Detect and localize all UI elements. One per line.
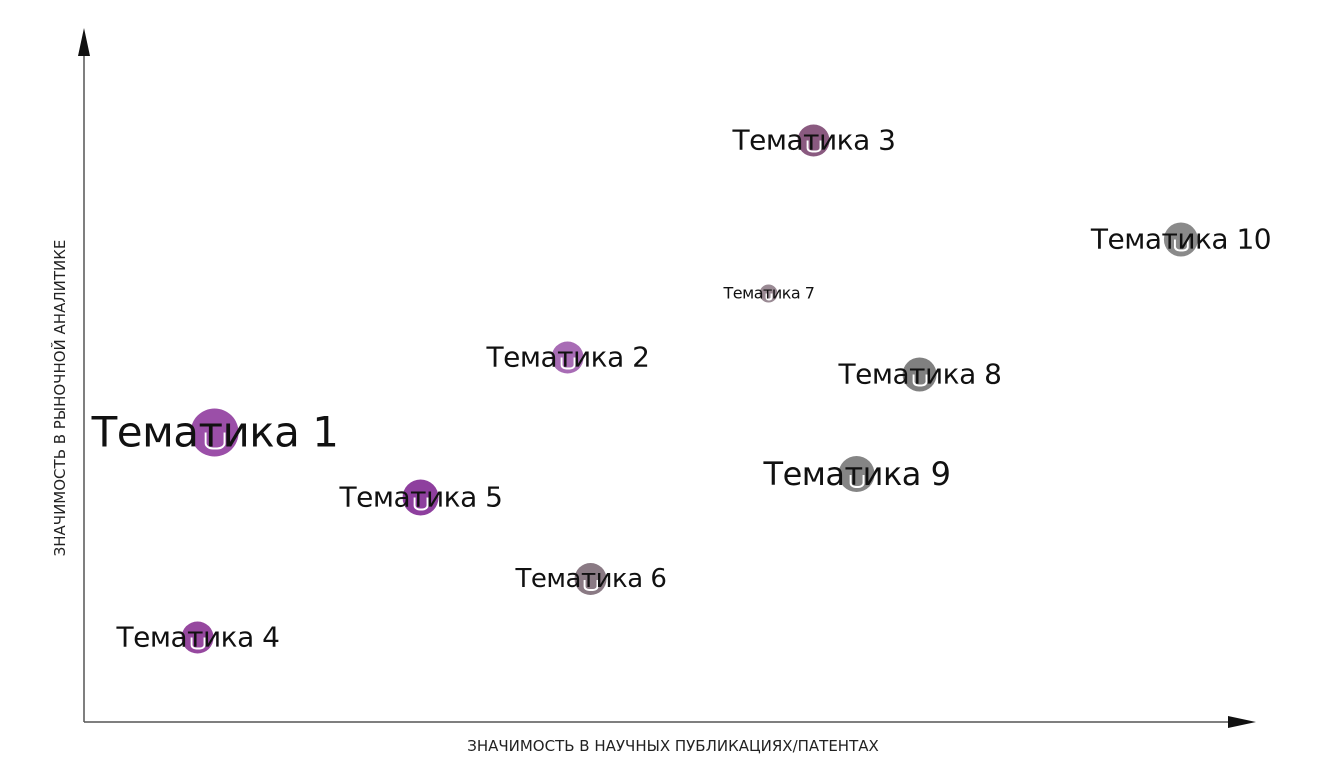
topic-9: Тематика 9 — [764, 455, 951, 493]
topic-5: Тематика 5 — [339, 479, 503, 515]
topic-label: Тематика 5 — [339, 480, 503, 514]
topic-label: Тематика 9 — [763, 455, 951, 493]
y-axis-label: ЗНАЧИМОСТЬ В РЫНОЧНОЙ АНАЛИТИКЕ — [51, 239, 69, 557]
topic-label: Тематика 4 — [116, 620, 280, 654]
topic-8: Тематика 8 — [838, 357, 1002, 391]
topic-bubble-icon — [759, 284, 778, 302]
topic-label: Тематика 2 — [486, 340, 650, 374]
x-axis-label: ЗНАЧИМОСТЬ В НАУЧНЫХ ПУБЛИКАЦИЯХ/ПАТЕНТА… — [467, 737, 879, 755]
topic-bubble-icon — [903, 357, 937, 391]
topic-10: Тематика 10 — [1090, 222, 1272, 256]
topic-bubble-icon — [1164, 222, 1198, 256]
topic-label: Тематика 7 — [723, 283, 815, 303]
x-axis-arrow-icon — [1228, 716, 1256, 728]
topic-3: Тематика 3 — [733, 124, 896, 157]
topic-bubble-icon — [182, 621, 214, 653]
topic-label: Тематика 10 — [1090, 222, 1272, 256]
topic-label: Тематика 6 — [515, 564, 667, 594]
topic-1: Тематика 1 — [92, 408, 339, 457]
topic-label: Тематика 8 — [838, 357, 1002, 391]
topic-bubble-icon — [798, 124, 830, 156]
topic-label: Тематика 3 — [732, 123, 896, 157]
topic-2: Тематика 2 — [487, 341, 650, 374]
y-axis-arrow-icon — [78, 28, 90, 56]
topic-6: Тематика 6 — [515, 563, 667, 595]
topic-label: Тематика 1 — [91, 407, 339, 457]
topic-bubble-icon — [190, 408, 239, 456]
topic-4: Тематика 4 — [117, 621, 280, 654]
topic-7: Тематика 7 — [724, 284, 815, 303]
topic-bubble-icon — [838, 456, 875, 492]
topic-bubble-icon — [552, 341, 584, 373]
topic-bubble-icon — [403, 479, 439, 515]
topic-bubble-icon — [574, 563, 607, 595]
